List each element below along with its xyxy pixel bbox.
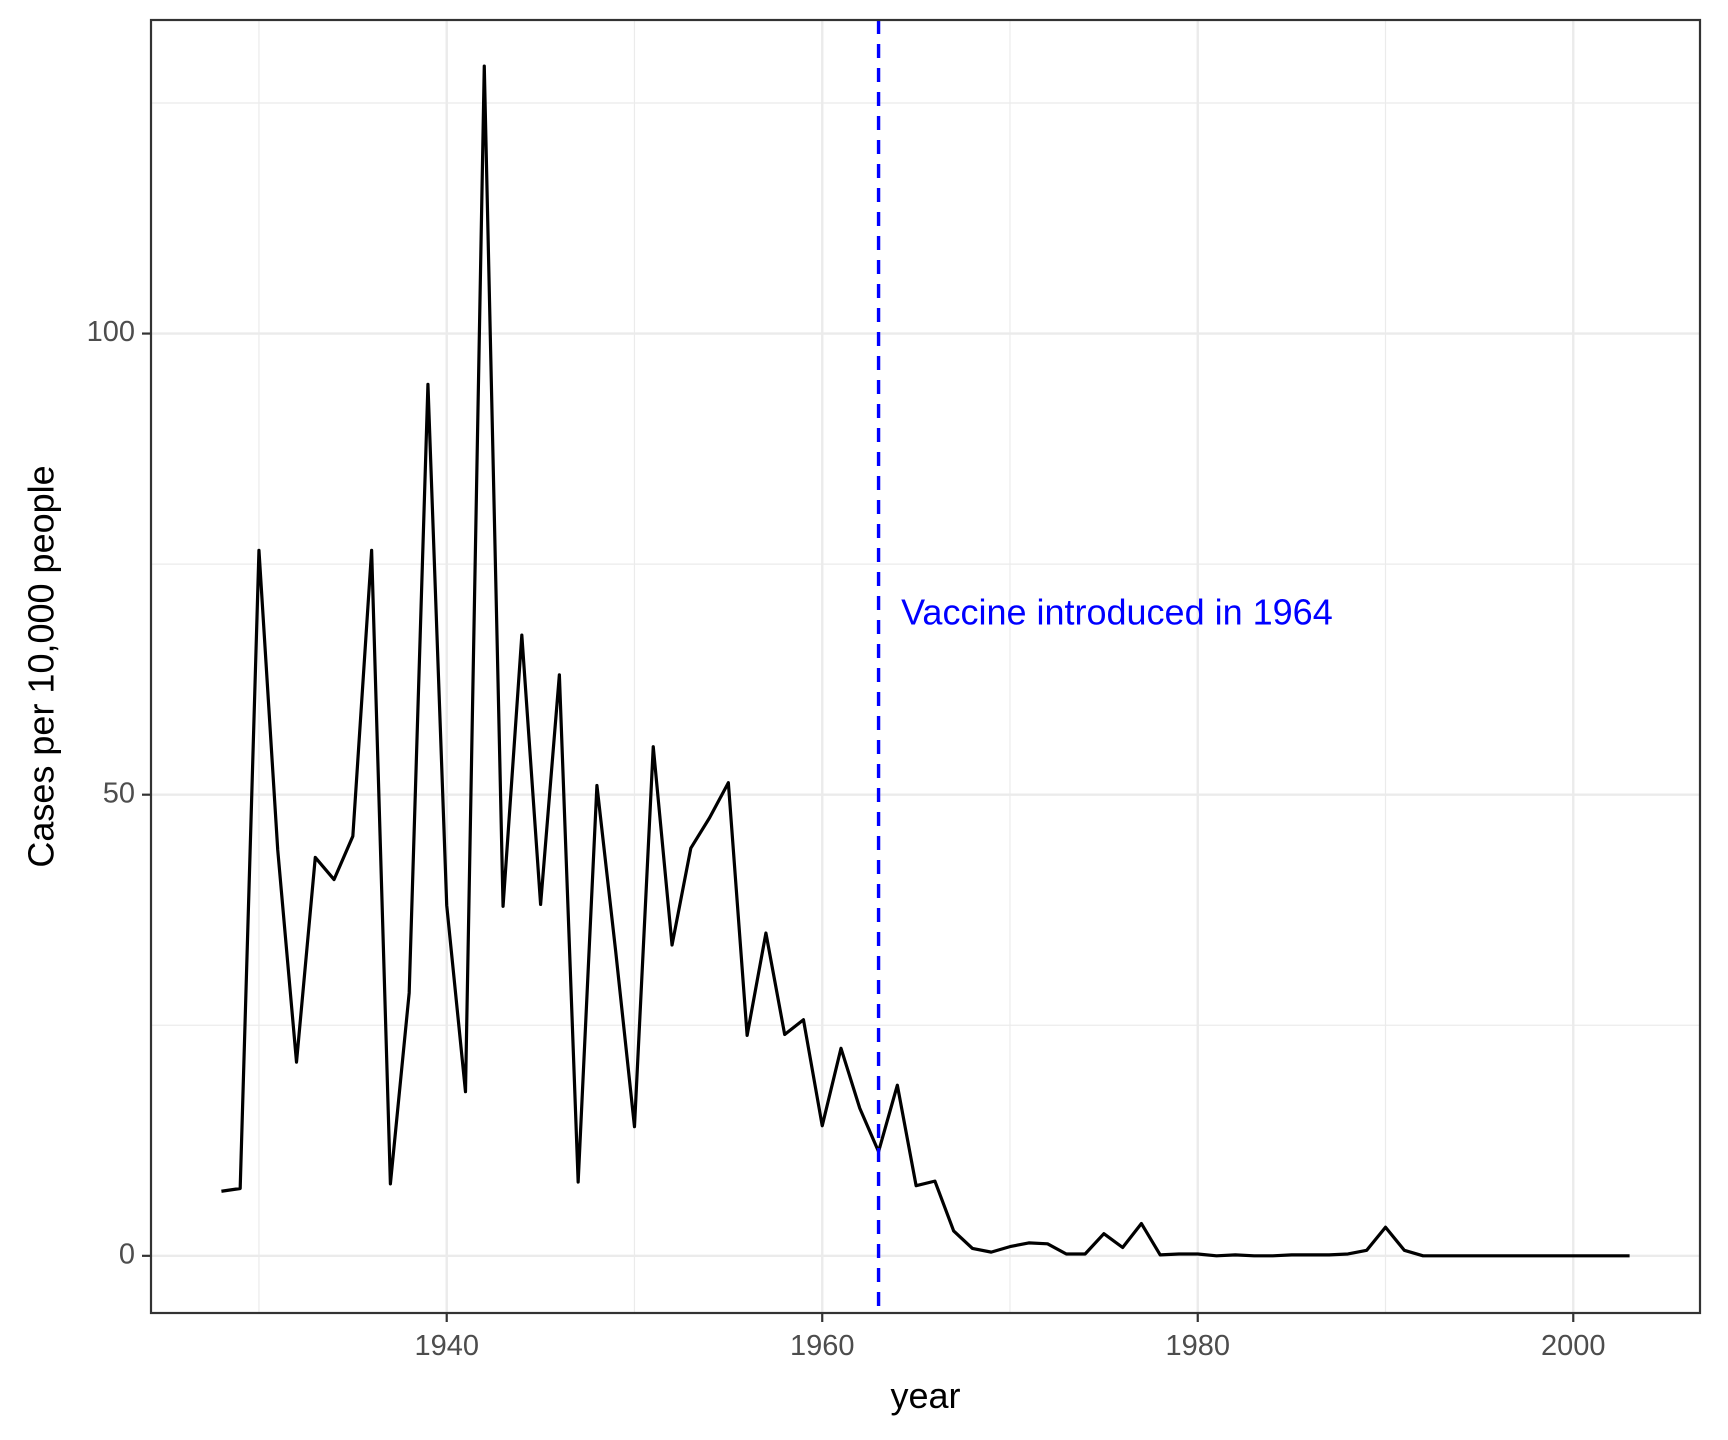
y-tick-label: 50	[103, 777, 135, 809]
x-tick-label: 2000	[1541, 1330, 1606, 1362]
axis-tick-labels: 1940 1960 1980 2000 0 50 100	[87, 316, 1606, 1362]
y-tick-label: 100	[87, 316, 135, 348]
axis-ticks	[142, 332, 1575, 1322]
vaccine-annotation: Vaccine introduced in 1964	[901, 591, 1333, 632]
plot-marks	[221, 20, 1630, 1313]
y-axis-title: Cases per 10,000 people	[21, 465, 62, 867]
panel-border	[149, 18, 1702, 1315]
cases-line	[221, 64, 1630, 1258]
x-axis-title: year	[890, 1375, 960, 1416]
y-tick-label: 0	[119, 1238, 135, 1270]
minor-gridlines	[151, 20, 1700, 1313]
x-tick-label: 1960	[790, 1330, 855, 1362]
x-tick-label: 1980	[1165, 1330, 1230, 1362]
x-tick-label: 1940	[414, 1330, 479, 1362]
